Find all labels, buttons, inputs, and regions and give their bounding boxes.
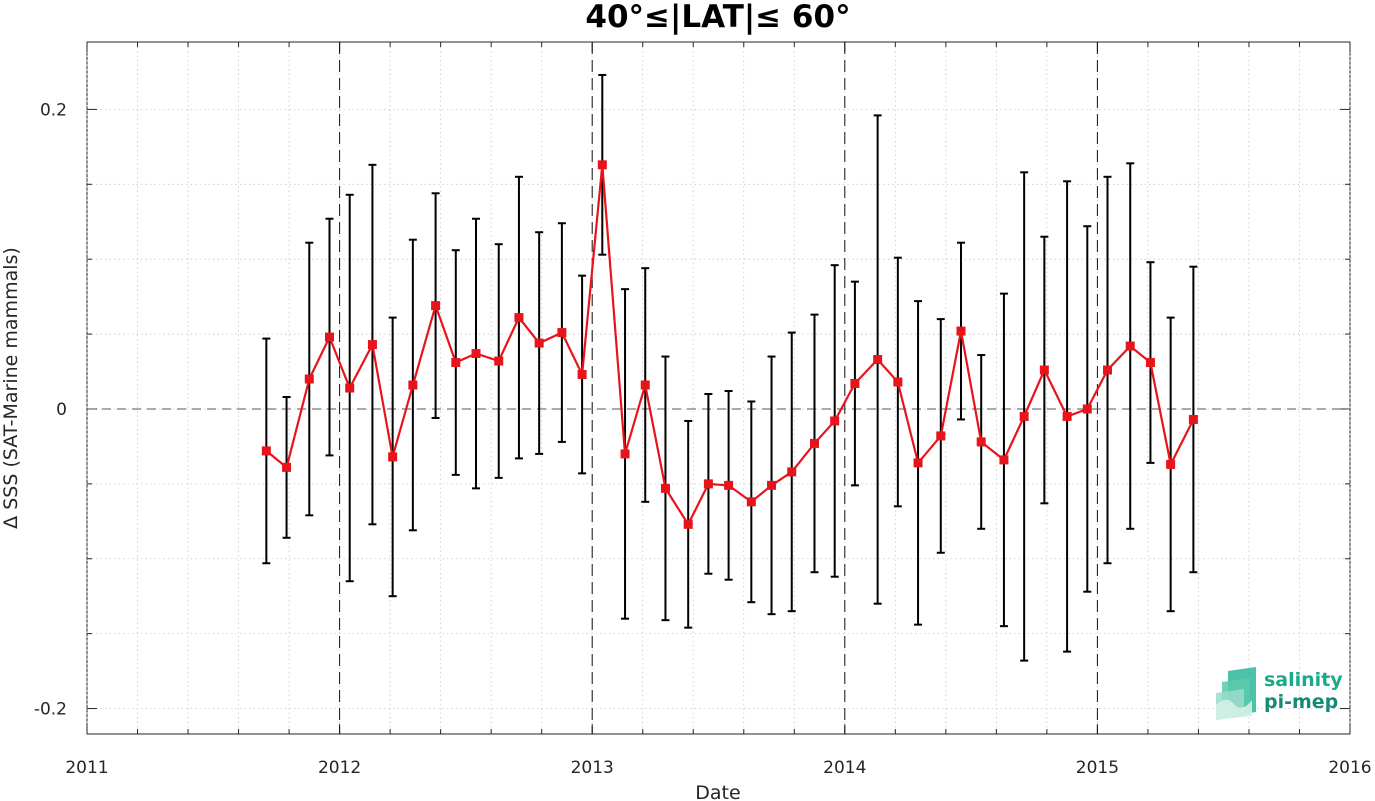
logo-text-salinity: salinity — [1264, 669, 1343, 691]
salinity-pi-mep-logo: salinity pi-mep — [1216, 667, 1343, 720]
data-point — [936, 431, 946, 441]
data-point — [873, 355, 883, 365]
data-point — [345, 383, 355, 393]
data-point — [850, 379, 860, 389]
x-tick-label: 2012 — [318, 758, 361, 778]
data-point — [1039, 365, 1049, 375]
data-point — [261, 446, 271, 456]
series-markers — [261, 160, 1198, 529]
data-point — [913, 458, 923, 468]
x-tick-label: 2016 — [1328, 758, 1371, 778]
data-point — [1103, 365, 1113, 375]
data-point — [282, 462, 292, 472]
data-point — [999, 455, 1009, 465]
y-axis-tick-labels: -0.2 0 0.2 — [34, 100, 67, 719]
data-point — [830, 416, 840, 426]
data-point — [1019, 411, 1029, 421]
data-point — [577, 370, 587, 380]
data-point — [724, 480, 734, 490]
data-point — [1125, 341, 1135, 351]
data-point — [471, 349, 481, 359]
data-point — [703, 479, 713, 489]
data-point — [620, 449, 630, 459]
data-point — [640, 380, 650, 390]
x-axis-label: Date — [695, 782, 740, 801]
data-point — [388, 452, 398, 462]
data-point — [597, 160, 607, 170]
data-point — [1166, 459, 1176, 469]
x-tick-label: 2015 — [1076, 758, 1119, 778]
data-point — [1082, 404, 1092, 414]
x-tick-label: 2011 — [65, 758, 108, 778]
data-point — [787, 467, 797, 477]
chart-title: 40°≤|LAT|≤ 60° — [585, 0, 850, 35]
data-point — [1145, 358, 1155, 368]
year-separators — [339, 42, 1098, 734]
data-point — [767, 480, 777, 490]
wave-logo-icon — [1216, 667, 1256, 720]
data-point — [367, 340, 377, 350]
data-point — [494, 356, 504, 366]
y-tick-label: 0.2 — [40, 100, 67, 120]
data-point — [431, 301, 441, 311]
data-point — [976, 437, 986, 447]
data-point — [746, 497, 756, 507]
data-point — [809, 438, 819, 448]
data-point — [1188, 414, 1198, 424]
data-point — [660, 483, 670, 493]
data-point — [534, 338, 544, 348]
plot-area — [86, 41, 1351, 735]
data-point — [893, 377, 903, 387]
data-point — [451, 358, 461, 368]
y-tick-label: 0 — [56, 400, 67, 420]
x-tick-label: 2013 — [571, 758, 614, 778]
x-tick-label: 2014 — [823, 758, 866, 778]
y-axis-label: Δ SSS (SAT-Marine mammals) — [0, 247, 22, 529]
data-point — [324, 332, 334, 342]
data-point — [514, 313, 524, 323]
data-point — [304, 374, 314, 384]
y-tick-label: -0.2 — [34, 700, 67, 720]
data-point — [1062, 411, 1072, 421]
logo-text-pi-mep: pi-mep — [1264, 691, 1338, 713]
data-point — [408, 380, 418, 390]
data-point — [956, 326, 966, 336]
data-point — [557, 328, 567, 338]
data-point — [683, 519, 693, 529]
x-axis-tick-labels: 2011 2012 2013 2014 2015 2016 — [65, 758, 1371, 778]
